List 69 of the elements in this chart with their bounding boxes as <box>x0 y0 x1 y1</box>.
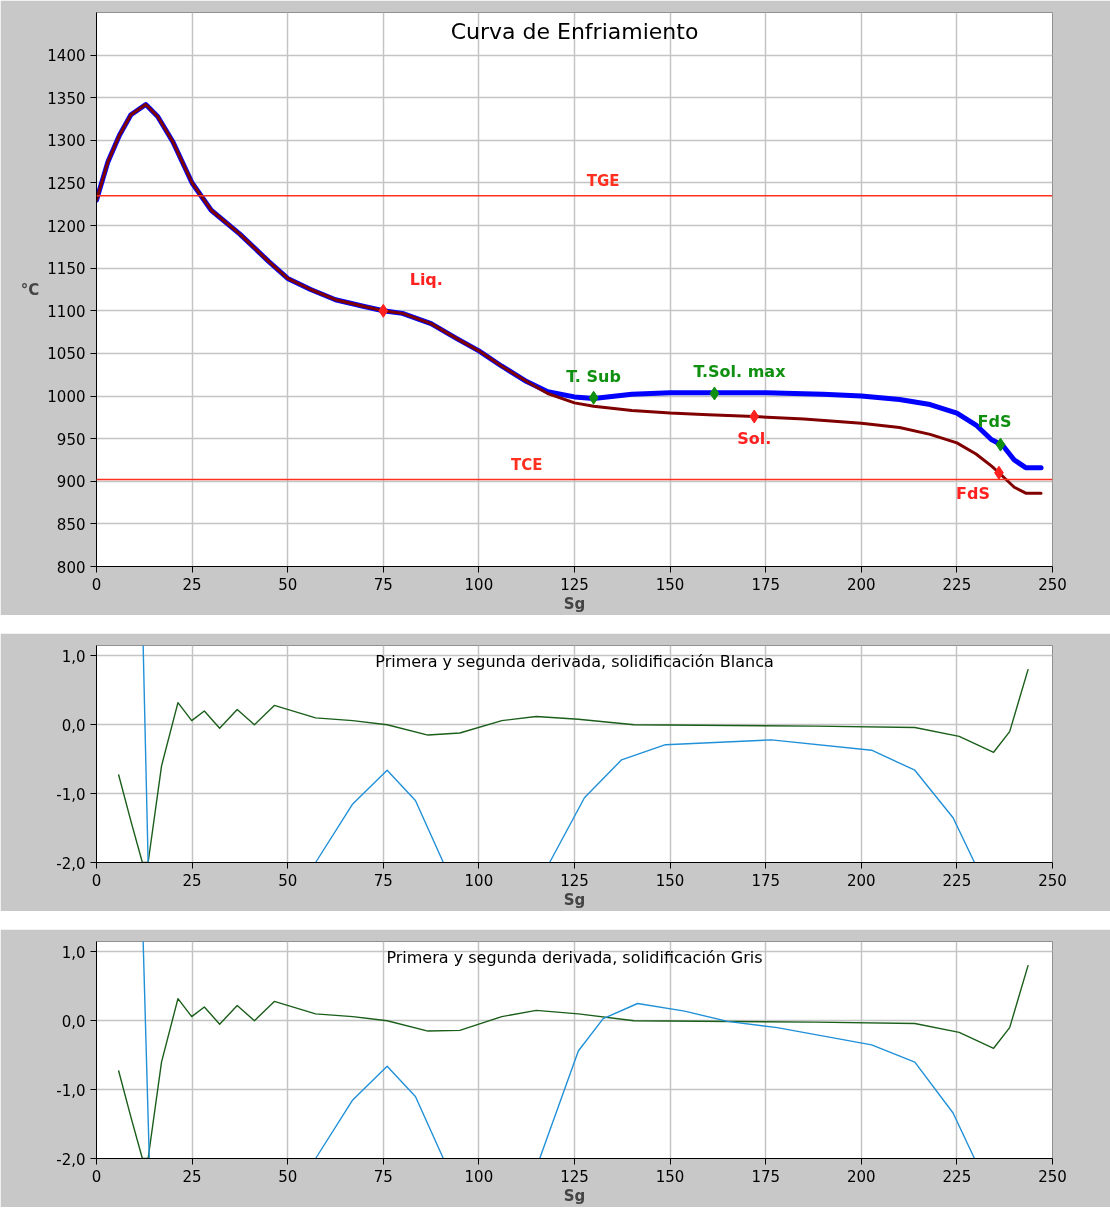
chart-title: Curva de Enfriamiento <box>450 18 699 44</box>
ref-line-label: TGE <box>586 171 620 190</box>
data-label: Sol. <box>737 429 772 449</box>
y-tick-label: -1,0 <box>56 785 86 804</box>
y-tick-label: 1200 <box>47 217 86 236</box>
x-tick-label: 125 <box>560 871 589 890</box>
y-tick-label: 1,0 <box>61 943 86 962</box>
x-tick-label: 50 <box>278 1167 298 1186</box>
x-tick-label: 250 <box>1038 575 1067 594</box>
x-tick-label: 25 <box>182 871 202 890</box>
ref-line-label: TCE <box>510 455 543 474</box>
y-tick-label: 950 <box>56 430 86 449</box>
y-axis-title: °C <box>20 280 40 299</box>
y-tick-label: 1050 <box>47 345 86 364</box>
x-tick-label: 250 <box>1038 871 1067 890</box>
x-tick-label: 75 <box>373 871 393 890</box>
x-tick-label: 125 <box>560 1167 589 1186</box>
x-axis-title: Sg <box>563 890 586 909</box>
x-tick-label: 0 <box>91 1167 102 1186</box>
y-tick-label: 0,0 <box>61 1012 86 1031</box>
x-tick-label: 150 <box>655 575 685 594</box>
data-label: Liq. <box>409 269 443 289</box>
data-label: T.Sol. max <box>693 362 787 382</box>
x-tick-label: 125 <box>560 575 589 594</box>
x-tick-label: 100 <box>464 575 494 594</box>
x-tick-label: 100 <box>464 1167 494 1186</box>
x-tick-label: 25 <box>182 575 202 594</box>
x-tick-label: 0 <box>91 871 102 890</box>
y-tick-label: 1300 <box>47 132 86 151</box>
y-tick-label: 1000 <box>47 388 86 407</box>
y-tick-label: 900 <box>56 473 86 492</box>
x-tick-label: 250 <box>1038 1167 1067 1186</box>
y-tick-label: -2,0 <box>56 854 86 873</box>
chart-title: Primera y segunda derivada, solidificación Blanca <box>375 651 774 671</box>
x-tick-label: 175 <box>751 871 781 890</box>
chart-title: Primera y segunda derivada, solidificación Gris <box>386 947 763 967</box>
data-label: FdS <box>977 411 1012 431</box>
y-tick-label: 0,0 <box>61 716 86 735</box>
y-tick-label: 1,0 <box>61 647 86 666</box>
x-tick-label: 150 <box>655 871 685 890</box>
y-tick-label: -1,0 <box>56 1081 86 1100</box>
x-tick-label: 75 <box>373 575 393 594</box>
x-tick-label: 0 <box>91 575 102 594</box>
x-tick-label: 200 <box>846 1167 876 1186</box>
x-tick-label: 100 <box>464 871 494 890</box>
y-tick-label: 1400 <box>47 47 86 66</box>
x-tick-label: 50 <box>278 871 298 890</box>
x-axis-title: Sg <box>563 1186 586 1205</box>
y-tick-label: 1100 <box>47 302 86 321</box>
x-tick-label: 50 <box>278 575 298 594</box>
x-tick-label: 25 <box>182 1167 202 1186</box>
x-tick-label: 200 <box>846 871 876 890</box>
x-tick-label: 225 <box>942 1167 972 1186</box>
x-tick-label: 225 <box>942 871 972 890</box>
y-tick-label: 1350 <box>47 89 86 108</box>
x-tick-label: 175 <box>751 575 781 594</box>
y-tick-label: 1150 <box>47 260 86 279</box>
x-tick-label: 200 <box>846 575 876 594</box>
x-tick-label: 175 <box>751 1167 781 1186</box>
x-axis-title: Sg <box>563 594 586 613</box>
y-tick-label: 1250 <box>47 174 86 193</box>
x-tick-label: 150 <box>655 1167 685 1186</box>
y-tick-label: -2,0 <box>56 1150 86 1169</box>
data-label: FdS <box>956 483 990 503</box>
y-tick-label: 800 <box>56 558 86 577</box>
x-tick-label: 225 <box>942 575 972 594</box>
y-tick-label: 850 <box>56 515 86 534</box>
x-tick-label: 75 <box>373 1167 393 1186</box>
data-label: T. Sub <box>566 366 621 386</box>
